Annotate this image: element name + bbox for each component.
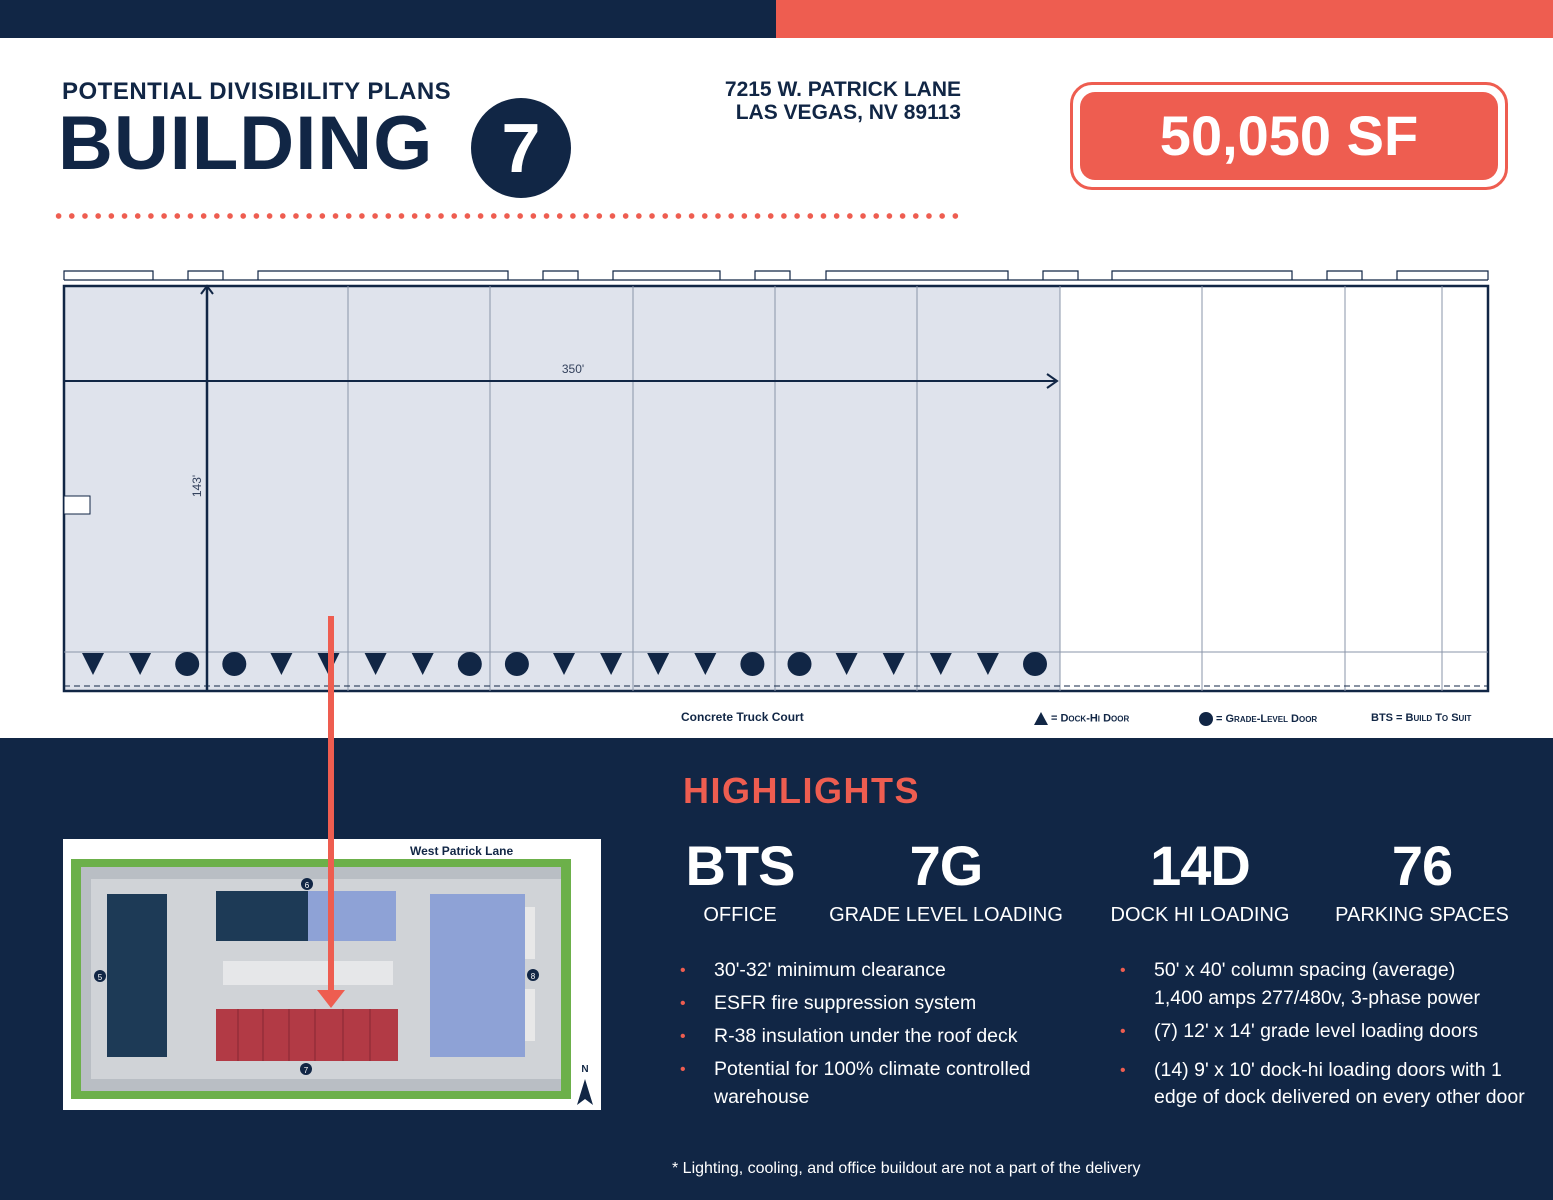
grade-level-door-icon [175,652,200,676]
square-footage-badge: 50,050 SF [1070,82,1508,190]
dock-hi-door-icon [976,653,999,675]
site-label-8: 8 [531,972,536,981]
list-item: (7) 12' x 14' grade level loading doors [1120,1018,1530,1046]
footnote: * Lighting, cooling, and office buildout… [672,1160,1141,1177]
stat-office-value: BTS [685,834,796,897]
site-building-8 [430,894,525,1057]
grade-level-door-icon [222,652,247,676]
dock-hi-door-icon [882,653,905,675]
list-item: R-38 insulation under the roof deck [680,1023,1100,1051]
side-door [63,495,91,515]
site-building-7-highlighted [216,1009,398,1061]
top-wall-segments [63,270,1489,280]
grade-level-door-icon [740,652,765,676]
site-building-6-available [308,891,396,941]
stat-dock-hi-value: 14D [1150,834,1251,897]
truck-court-caption: Concrete Truck Court [681,710,804,724]
stat-dock-hi: 14D DOCK HI LOADING [1100,835,1300,927]
stat-parking: 76 PARKING SPACES [1330,835,1514,927]
dock-hi-door-icon [82,653,104,675]
stat-grade-level: 7G GRADE LEVEL LOADING [826,835,1066,927]
dock-hi-door-icon [364,653,387,675]
dock-hi-door-icon [694,653,717,675]
stat-parking-label: PARKING SPACES [1335,904,1509,926]
stat-office: BTS OFFICE [670,835,810,927]
address-line-2: LAS VEGAS, NV 89113 [735,101,961,124]
top-bar-coral [776,0,1553,38]
highlighted-space [64,286,1060,691]
list-item: Potential for 100% climate controlled wa… [680,1056,1100,1111]
building-number-badge: 7 [471,98,571,198]
stat-office-label: OFFICE [703,904,777,926]
top-bar-navy [0,0,776,38]
callout-arrow-line [328,616,334,994]
legend-grade-level-label: = Grade-Level Door [1216,712,1318,725]
square-footage-value: 50,050 SF [1080,92,1498,180]
site-label-5: 5 [98,973,103,982]
stat-dock-hi-label: DOCK HI LOADING [1110,904,1290,926]
landscaping [71,859,571,1099]
list-item: ESFR fire suppression system [680,990,1100,1018]
address-line-1: 7215 W. PATRICK LANE [724,78,961,101]
dock-hi-door-icon [929,653,952,675]
door-markers [82,652,1047,676]
page-title: BUILDING [58,101,434,186]
dock-hi-door-icon [553,653,575,675]
dock-hi-door-icon [600,653,623,675]
stat-grade-level-value: 7G [909,834,984,897]
grade-level-door-icon [457,652,482,676]
legend-grade-level: = Grade-Level Door [1199,712,1317,726]
site-plan-drawing: West Patrick Lane 5 6 7 8 N [71,844,593,1105]
page-subtitle: POTENTIAL DIVISIBILITY PLANS [62,78,452,105]
list-item: 50' x 40' column spacing (average) [1120,957,1530,985]
list-item: (14) 9' x 10' dock-hi loading doors with… [1120,1057,1530,1112]
stat-grade-level-label: GRADE LEVEL LOADING [829,904,1063,926]
grade-level-door-icon [504,652,529,676]
floor-plan-drawing: 350' 143' [62,270,1490,693]
dotted-divider [52,211,962,221]
dock-hi-door-icon [835,653,858,675]
north-arrow-icon [577,1079,593,1105]
site-label-7: 7 [304,1066,309,1075]
highlights-title: HIGHLIGHTS [683,770,920,811]
grade-level-door-icon [1023,652,1047,676]
column-lines [64,286,1488,691]
dock-hi-door-icon [411,653,434,675]
grade-level-icon [1199,712,1213,726]
legend-dock-hi: = Dock-Hi Door [1034,712,1129,725]
site-building-6-occupied [216,891,308,941]
highlights-list-left: 30'-32' minimum clearance ESFR fire supp… [680,957,1100,1117]
depth-label: 143' [190,475,204,497]
stat-parking-value: 76 [1391,834,1453,897]
callout-arrow-head-icon [317,990,345,1008]
building-outline [62,284,1490,693]
legend-bts: BTS = Build To Suit [1371,712,1472,724]
site-building-5 [107,894,167,1057]
dock-hi-door-icon [270,653,293,675]
address-block: 7215 W. PATRICK LANE LAS VEGAS, NV 89113 [725,78,961,124]
site-street-label: West Patrick Lane [410,844,513,858]
list-item: 1,400 amps 277/480v, 3-phase power [1154,987,1480,1009]
dock-hi-door-icon [129,653,152,675]
list-item: 30'-32' minimum clearance [680,957,1100,985]
width-label: 350' [562,362,584,376]
dock-hi-icon [1034,712,1048,725]
floor-plan: 350' 143' [60,266,1495,706]
grade-level-door-icon [787,652,812,676]
top-color-bar [0,0,1553,38]
site-label-6: 6 [305,881,310,890]
legend-dock-hi-label: = Dock-Hi Door [1051,712,1130,725]
north-label: N [581,1064,588,1075]
highlights-list-right: 50' x 40' column spacing (average) 1,400… [1120,957,1530,1117]
dock-hi-door-icon [647,653,670,675]
